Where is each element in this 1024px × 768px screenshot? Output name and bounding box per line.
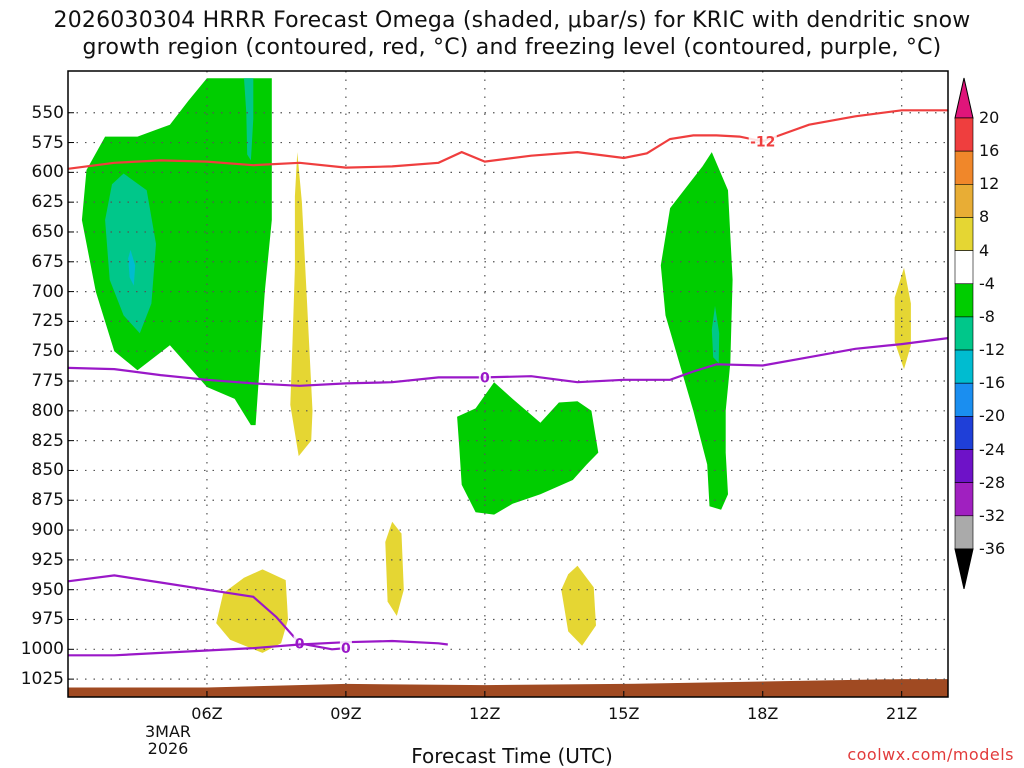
y-tick-label-900: 900 (31, 520, 64, 541)
colorbar-bin-6 (954, 316, 974, 351)
x-tick-label-06Z: 06Z (191, 704, 223, 723)
y-tick-label-850: 850 (31, 460, 64, 481)
colorbar-bin-4 (954, 250, 974, 285)
y-tick-label-1025: 1025 (20, 669, 64, 690)
chart-title-line1: 2026030304 HRRR Forecast Omega (shaded, … (53, 8, 971, 33)
contour-line-3 (68, 639, 448, 657)
colorbar-bottom-triangle (954, 548, 974, 590)
colorbar-tick-label-3: 8 (979, 207, 990, 227)
colorbar-bin-12 (954, 515, 974, 550)
chart-title-line2: growth region (contoured, red, °C) and f… (82, 35, 942, 60)
colorbar-bin-8 (954, 382, 974, 417)
colorbar-tick-label-4: 4 (979, 240, 990, 260)
omega-region-5 (660, 152, 733, 510)
omega-region-0 (81, 78, 272, 426)
credit-link[interactable]: coolwx.com/models (847, 745, 1014, 764)
contour-label-bg-3 (339, 640, 352, 657)
y-tick-label-600: 600 (31, 162, 64, 183)
colorbar-bin-9 (954, 416, 974, 450)
y-tick-label-550: 550 (31, 102, 64, 123)
contour-line-2 (67, 574, 346, 651)
colorbar-bin-5 (954, 283, 974, 318)
colorbar-tick-label-0: 20 (979, 108, 1000, 127)
y-tick-label-925: 925 (31, 549, 64, 570)
contour-label-bg-1 (478, 369, 491, 386)
y-tick-label-975: 975 (31, 609, 64, 630)
colorbar-bin-1 (954, 150, 974, 185)
colorbar-tick-label-2: 12 (979, 174, 1000, 194)
colorbar-tick-label-6: -8 (979, 306, 995, 326)
y-tick-label-700: 700 (31, 281, 64, 302)
colorbar-tick-label-13: -36 (979, 538, 1006, 558)
colorbar-tick-label-10: -24 (979, 439, 1006, 459)
y-tick-label-775: 775 (31, 371, 64, 392)
colorbar-bin-3 (954, 217, 974, 251)
y-tick-label-675: 675 (31, 251, 64, 272)
colorbar-tick-label-1: 16 (979, 141, 1000, 161)
colorbar (954, 77, 974, 590)
contour-label-bg-2 (293, 635, 306, 652)
omega-region-7 (290, 152, 313, 457)
y-tick-label-1000: 1000 (20, 639, 64, 660)
y-tick-label-575: 575 (31, 132, 64, 153)
y-tick-label-950: 950 (31, 579, 64, 600)
colorbar-bin-10 (954, 449, 974, 483)
colorbar-tick-label-7: -12 (979, 340, 1006, 360)
plot-frame (67, 70, 949, 698)
x-tick-label-15Z: 15Z (608, 704, 640, 723)
y-tick-label-825: 825 (31, 430, 64, 451)
y-tick-label-750: 750 (31, 341, 64, 362)
y-tick-label-725: 725 (31, 311, 64, 332)
contour-line-1 (67, 337, 949, 387)
colorbar-tick-label-5: -4 (979, 273, 995, 293)
colorbar-bin-11 (954, 482, 974, 517)
y-tick-label-800: 800 (31, 400, 64, 421)
contour-label-1: 0 (480, 370, 490, 386)
colorbar-bin-2 (954, 184, 974, 218)
contour-label-0: -12 (750, 134, 775, 150)
colorbar-bin-0 (954, 117, 974, 152)
contour-line-0 (67, 109, 948, 170)
omega-region-3 (244, 78, 254, 161)
x-tick-label-21Z: 21Z (886, 704, 918, 723)
colorbar-bin-7 (954, 349, 974, 384)
colorbar-tick-label-11: -28 (979, 472, 1006, 492)
date-label-month: 3MAR (144, 722, 192, 741)
date-label-year: 2026 (147, 739, 189, 758)
x-tick-label-18Z: 18Z (747, 704, 779, 723)
terrain-strip (68, 679, 948, 697)
colorbar-tick-label-12: -32 (979, 505, 1006, 525)
grid-layer (68, 71, 948, 697)
y-tick-label-875: 875 (31, 490, 64, 511)
x-tick-label-12Z: 12Z (469, 704, 501, 723)
omega-region-10 (561, 565, 596, 646)
omega-region-6 (711, 305, 720, 364)
x-axis-title: Forecast Time (UTC) (411, 744, 613, 768)
y-tick-label-625: 625 (31, 192, 64, 213)
x-tick-label-09Z: 09Z (330, 704, 362, 723)
omega-shading-layer (81, 78, 911, 653)
omega-region-8 (216, 569, 288, 653)
terrain-layer (68, 679, 948, 697)
contour-label-3: 0 (341, 641, 351, 657)
colorbar-top-triangle (954, 77, 974, 119)
omega-region-11 (894, 267, 911, 370)
omega-region-4 (457, 382, 599, 515)
contour-label-bg-0 (748, 133, 777, 150)
omega-region-9 (385, 521, 404, 616)
colorbar-tick-label-9: -20 (979, 406, 1006, 426)
colorbar-tick-label-8: -16 (979, 373, 1006, 393)
omega-region-2 (128, 249, 136, 286)
y-tick-label-650: 650 (31, 221, 64, 242)
